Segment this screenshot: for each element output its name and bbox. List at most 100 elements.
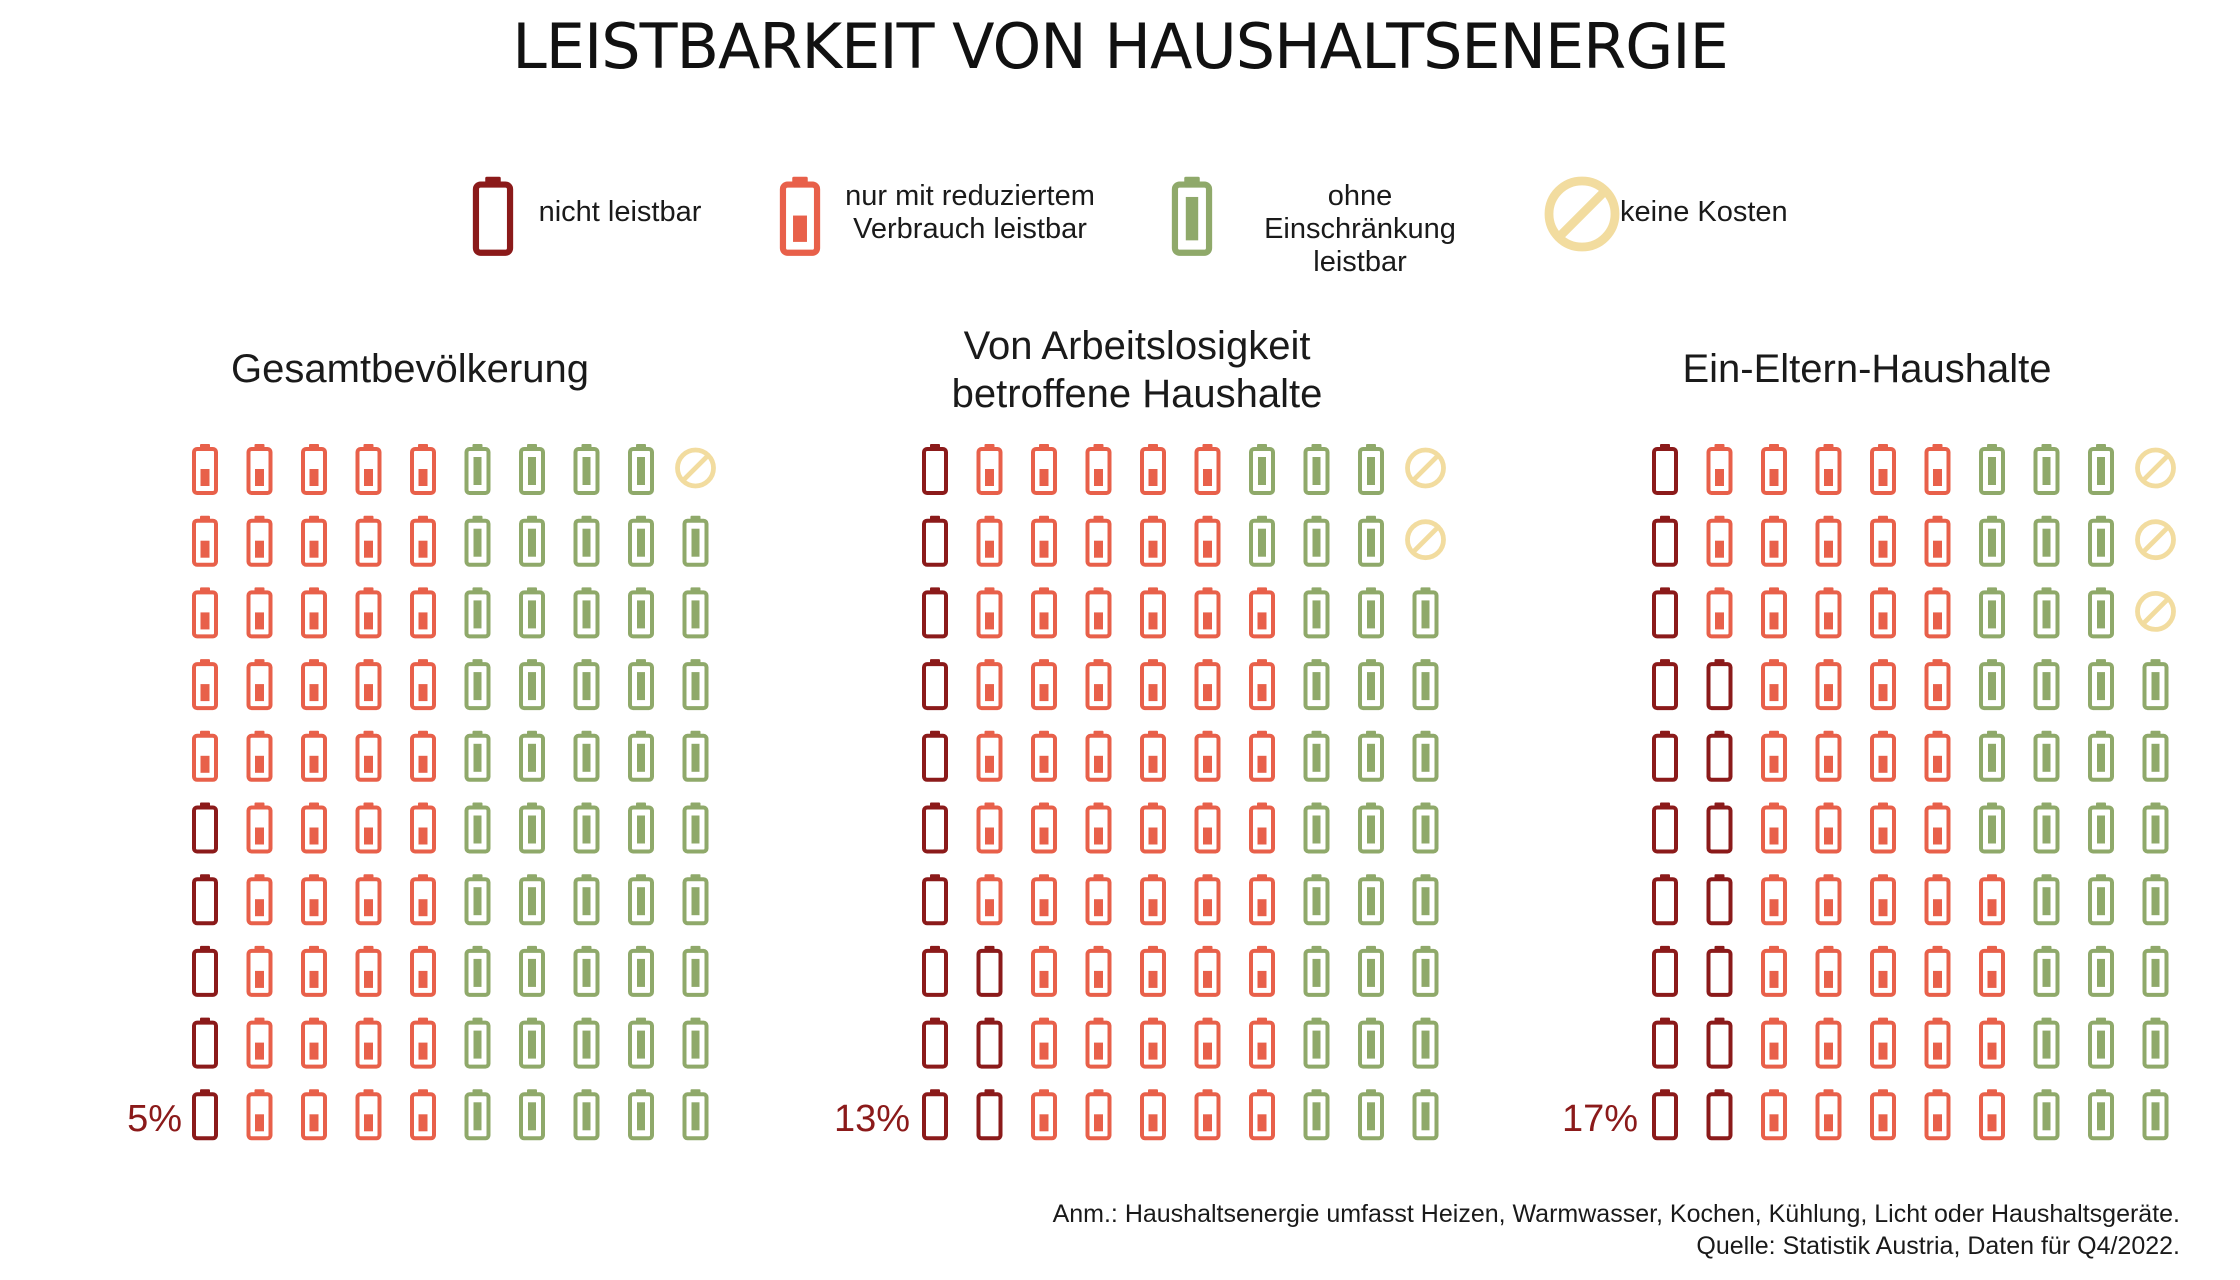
waffle-cell-reduziert	[1031, 587, 1057, 639]
waffle-cell-ohne	[2033, 659, 2060, 711]
waffle-cell-reduziert	[1924, 874, 1951, 926]
waffle-cell-reduziert	[1924, 444, 1951, 495]
waffle-cell-reduziert	[1194, 515, 1221, 567]
waffle-cell-reduziert	[1870, 874, 1896, 926]
waffle-cell-ohne	[2088, 1017, 2114, 1069]
waffle-panel-1	[922, 444, 1446, 1141]
waffle-cell-reduziert	[1815, 1089, 1842, 1141]
waffle-cell-reduziert	[976, 444, 1003, 495]
waffle-cell-reduziert	[1140, 802, 1166, 854]
waffle-cell-reduziert	[1140, 1089, 1166, 1141]
legend-text-line1: ohne Einschränkung	[1264, 180, 1456, 245]
legend-label-ohne: ohne Einschränkung leistbar	[1230, 180, 1490, 279]
waffle-cell-ohne	[573, 802, 600, 854]
waffle-cell-ohne	[2142, 1089, 2169, 1141]
waffle-cell-ohne	[1303, 444, 1330, 495]
waffle-cell-ohne	[573, 1089, 600, 1141]
waffle-cell-ohne	[682, 515, 709, 567]
waffle-cell-ohne	[519, 587, 545, 639]
waffle-cell-reduziert	[1031, 802, 1057, 854]
waffle-cell-ohne	[628, 874, 654, 926]
waffle-cell-nicht-leistbar	[1652, 874, 1678, 926]
waffle-cell-ohne	[1358, 945, 1384, 997]
waffle-cell-ohne	[2142, 1017, 2169, 1069]
waffle-cell-nicht-leistbar	[192, 945, 218, 997]
waffle-cell-ohne	[573, 945, 600, 997]
waffle-cell-nicht-leistbar	[1652, 659, 1678, 711]
waffle-cell-ohne	[2033, 1089, 2060, 1141]
waffle-cell-reduziert	[355, 802, 382, 854]
waffle-cell-reduziert	[1249, 1089, 1275, 1141]
waffle-cell-ohne	[464, 874, 491, 926]
waffle-cell-reduziert	[410, 730, 436, 782]
waffle-cell-nicht-leistbar	[1706, 1017, 1733, 1069]
waffle-cell-reduziert	[976, 802, 1003, 854]
waffle-cell-reduziert	[1870, 1089, 1896, 1141]
waffle-cell-ohne	[573, 587, 600, 639]
waffle-cell-reduziert	[1761, 802, 1787, 854]
waffle-cell-reduziert	[1979, 874, 2005, 926]
waffle-cell-reduziert	[410, 874, 436, 926]
waffle-cell-ohne	[628, 444, 654, 495]
waffle-cell-ohne	[2142, 802, 2169, 854]
waffle-cell-nicht-leistbar	[1652, 587, 1678, 639]
waffle-cell-ohne	[1358, 802, 1384, 854]
waffle-cell-reduziert	[301, 945, 327, 997]
waffle-cell-nicht-leistbar	[192, 1089, 218, 1141]
waffle-cell-reduziert	[1031, 444, 1057, 495]
waffle-cell-nicht-leistbar	[976, 945, 1003, 997]
waffle-cell-reduziert	[1979, 1089, 2005, 1141]
waffle-cell-reduziert	[410, 945, 436, 997]
waffle-cell-ohne	[2142, 874, 2169, 926]
waffle-cell-reduziert	[1706, 444, 1733, 495]
waffle-cell-reduziert	[1761, 1089, 1787, 1141]
waffle-cell-ohne	[2033, 945, 2060, 997]
waffle-cell-reduziert	[246, 945, 273, 997]
waffle-cell-reduziert	[1194, 444, 1221, 495]
waffle-cell-reduziert	[1085, 659, 1112, 711]
waffle-cell-ohne	[1412, 874, 1439, 926]
waffle-cell-nicht-leistbar	[192, 1017, 218, 1069]
waffle-cell-ohne	[1249, 515, 1275, 567]
waffle-cell-reduziert	[246, 1017, 273, 1069]
waffle-cell-ohne	[2142, 659, 2169, 711]
waffle-cell-reduziert	[1924, 945, 1951, 997]
waffle-cell-ohne	[573, 730, 600, 782]
waffle-cell-reduziert	[355, 659, 382, 711]
waffle-cell-reduziert	[1140, 587, 1166, 639]
waffle-cell-ohne	[2033, 730, 2060, 782]
waffle-cell-nicht-leistbar	[922, 659, 948, 711]
waffle-cell-ohne	[464, 802, 491, 854]
waffle-cell-keine-kosten	[675, 447, 716, 489]
waffle-cell-reduziert	[1140, 730, 1166, 782]
waffle-cell-ohne	[1979, 444, 2005, 495]
waffle-cell-ohne	[1412, 945, 1439, 997]
waffle-cell-reduziert	[1194, 659, 1221, 711]
waffle-cell-ohne	[573, 659, 600, 711]
waffle-cell-ohne	[2088, 802, 2114, 854]
waffle-cell-reduziert	[1815, 802, 1842, 854]
waffle-cell-reduziert	[1031, 1089, 1057, 1141]
waffle-cell-reduziert	[1031, 515, 1057, 567]
panel-title-line2: betroffene Haushalte	[951, 372, 1323, 416]
waffle-cell-ohne	[2088, 659, 2114, 711]
waffle-cell-ohne	[1979, 659, 2005, 711]
waffle-cell-reduziert	[1249, 730, 1275, 782]
waffle-cell-reduziert	[1815, 659, 1842, 711]
waffle-cell-ohne	[464, 515, 491, 567]
waffle-cell-nicht-leistbar	[922, 802, 948, 854]
waffle-cell-reduziert	[1924, 659, 1951, 711]
waffle-cell-ohne	[628, 659, 654, 711]
waffle-cell-keine-kosten	[2135, 447, 2176, 489]
battery-half-icon	[779, 176, 821, 256]
legend-text-line2: leistbar	[1313, 246, 1407, 278]
waffle-cell-reduziert	[301, 802, 327, 854]
waffle-cell-reduziert	[976, 874, 1003, 926]
waffle-cell-ohne	[2033, 444, 2060, 495]
waffle-cell-reduziert	[301, 1089, 327, 1141]
waffle-cell-ohne	[1303, 1017, 1330, 1069]
waffle-cell-reduziert	[301, 874, 327, 926]
waffle-cell-reduziert	[1085, 444, 1112, 495]
panel-title-line1: Ein-Eltern-Haushalte	[1682, 347, 2052, 391]
